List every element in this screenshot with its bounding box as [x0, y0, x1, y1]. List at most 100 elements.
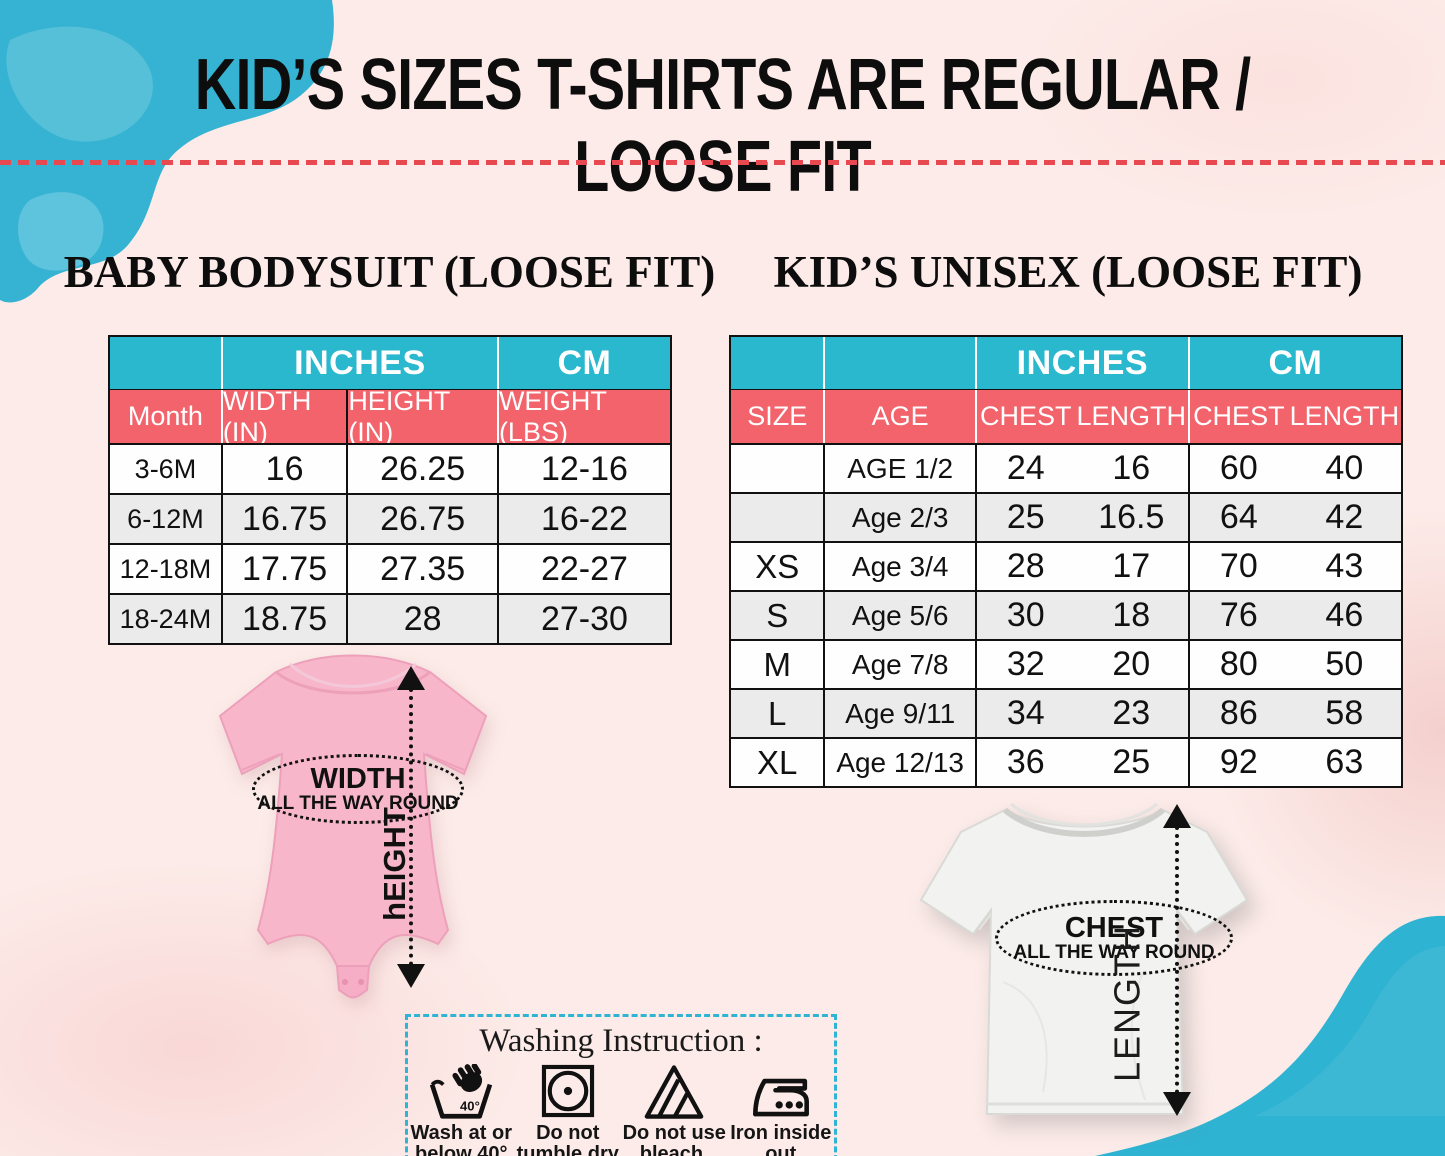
kids-col-chest-in: CHEST — [974, 390, 1075, 443]
kids-length-in-cell: 16 — [1112, 449, 1151, 487]
baby-width-cell: 18.75 — [220, 595, 346, 643]
kids-age-cell: Age 3/4 — [823, 543, 974, 590]
page-title: KID’S SIZES T-SHIRTS ARE REGULAR / LOOSE… — [194, 45, 1251, 207]
kids-chest-in-cell: 30 — [974, 592, 1075, 639]
arrow-down-icon — [397, 964, 425, 988]
kids-age-cell: Age 2/3 — [823, 494, 974, 541]
kids-age-cell: Age 7/8 — [823, 641, 974, 688]
table-row: XL Age 12/13 36 25 92 63 — [731, 737, 1401, 786]
kids-chest-in-cell: 34 — [974, 690, 1075, 737]
baby-width-cell: 17.75 — [220, 545, 346, 593]
kids-age-cell: Age 12/13 — [823, 739, 974, 786]
kids-size-cell: XS — [755, 547, 800, 585]
kids-age-cell: AGE 1/2 — [823, 445, 974, 492]
kids-size-cell: XL — [757, 743, 798, 781]
kids-col-length-cm: LENGTH — [1289, 401, 1400, 431]
arrow-up-icon — [397, 666, 425, 690]
tshirt-length-label: LENGTH — [1106, 923, 1148, 1083]
table-row: 18-24M 18.75 28 27-30 — [110, 593, 670, 643]
kids-table-inches-header: INCHES — [974, 337, 1188, 389]
washing-item-label: Iron inside out Low Temp. — [730, 1122, 832, 1156]
baby-col-month: Month — [127, 401, 203, 431]
kids-length-cm-cell: 63 — [1325, 743, 1364, 781]
kids-length-cm-cell: 43 — [1325, 547, 1364, 585]
kids-age-cell: Age 5/6 — [823, 592, 974, 639]
kids-age-cell: Age 9/11 — [823, 690, 974, 737]
kids-chest-cm-cell: 60 — [1187, 445, 1288, 492]
table-row: L Age 9/11 34 23 86 58 — [731, 688, 1401, 737]
kids-table-corner-cell-2 — [823, 337, 974, 389]
kids-size-cell: L — [768, 694, 787, 732]
arrow-down-icon — [1163, 1092, 1191, 1116]
kids-length-cm-cell: 50 — [1325, 645, 1364, 683]
kids-table-cm-header: CM — [1187, 337, 1401, 389]
kids-chest-cm-cell: 76 — [1187, 592, 1288, 639]
washing-item-handwash: 40° Wash at or below 40° — [408, 1064, 515, 1156]
baby-month-cell: 18-24M — [119, 603, 212, 634]
washing-item-label: Wash at or below 40° — [410, 1122, 513, 1156]
table-row: XS Age 3/4 28 17 70 43 — [731, 541, 1401, 590]
kids-length-cm-cell: 46 — [1325, 596, 1364, 634]
bodysuit-width-ellipse: WIDTH ALL THE WAY ROUND — [252, 754, 464, 824]
baby-weight-cell: 16-22 — [496, 495, 670, 543]
kids-chest-in-cell: 36 — [974, 739, 1075, 786]
baby-month-cell: 3-6M — [134, 453, 197, 484]
table-row: 6-12M 16.75 26.75 16-22 — [110, 493, 670, 543]
kids-length-in-cell: 18 — [1112, 596, 1151, 634]
baby-table-unit-row: INCHES CM — [110, 337, 670, 389]
kids-length-in-cell: 20 — [1112, 645, 1151, 683]
washing-item-label: Do not tumble dry — [516, 1122, 619, 1156]
kids-size-cell — [731, 494, 823, 541]
washing-item-bleach: Do not use bleach. — [621, 1064, 728, 1156]
kids-size-cell — [731, 445, 823, 492]
kids-length-cm-cell: 40 — [1325, 449, 1364, 487]
kids-chest-in-cell: 32 — [974, 641, 1075, 688]
baby-height-cell: 26.25 — [346, 445, 497, 493]
washing-instructions-title: Washing Instruction : — [479, 1023, 763, 1059]
arrow-up-icon — [1163, 804, 1191, 828]
baby-bodysuit-image — [218, 654, 488, 999]
baby-table-heading: BABY BODYSUIT (LOOSE FIT) — [63, 247, 716, 297]
washing-item-iron: Iron inside out Low Temp. — [728, 1064, 835, 1156]
washing-items: 40° Wash at or below 40° Do — [408, 1064, 834, 1156]
bodysuit-height-arrow — [409, 688, 413, 966]
baby-weight-cell: 27-30 — [496, 595, 670, 643]
kids-chest-cm-cell: 86 — [1187, 690, 1288, 737]
kids-col-length-in: LENGTH — [1076, 401, 1187, 431]
baby-width-cell: 16 — [220, 445, 346, 493]
kids-size-cell: S — [766, 596, 789, 634]
baby-table-cm-header: CM — [496, 337, 670, 389]
baby-table-column-header-row: Month WIDTH (IN) HEIGHT (IN) WEIGHT (LBS… — [110, 389, 670, 443]
kids-length-cm-cell: 42 — [1325, 498, 1364, 536]
bodysuit-width-sublabel: ALL THE WAY ROUND — [257, 793, 459, 815]
kids-size-cell: M — [763, 645, 791, 683]
baby-weight-cell: 12-16 — [496, 445, 670, 493]
handwash-40-icon: 40° — [428, 1064, 494, 1120]
kids-table-column-header-row: SIZE AGE CHEST LENGTH CHEST LENGTH — [731, 389, 1401, 443]
do-not-tumble-dry-icon — [539, 1064, 597, 1120]
baby-height-cell: 27.35 — [346, 545, 497, 593]
iron-low-temp-icon — [748, 1064, 814, 1120]
baby-height-cell: 28 — [346, 595, 497, 643]
kids-length-in-cell: 17 — [1112, 547, 1151, 585]
kids-table-heading: KID’S UNISEX (LOOSE FIT) — [773, 247, 1363, 297]
svg-text:40°: 40° — [460, 1099, 480, 1114]
kids-table-corner-cell — [731, 337, 823, 389]
table-row: 12-18M 17.75 27.35 22-27 — [110, 543, 670, 593]
table-row: S Age 5/6 30 18 76 46 — [731, 590, 1401, 639]
kids-col-chest-cm: CHEST — [1187, 390, 1288, 443]
baby-month-cell: 12-18M — [119, 553, 212, 584]
baby-col-weight: WEIGHT (LBS) — [496, 390, 670, 443]
washing-item-label: Do not use bleach. — [622, 1122, 726, 1156]
kids-length-cm-cell: 58 — [1325, 694, 1364, 732]
kids-chest-cm-cell: 70 — [1187, 543, 1288, 590]
kids-chest-cm-cell: 92 — [1187, 739, 1288, 786]
table-row: 3-6M 16 26.25 12-16 — [110, 443, 670, 493]
baby-width-cell: 16.75 — [220, 495, 346, 543]
tshirt-chest-sublabel: ALL THE WAY ROUND — [1013, 942, 1215, 964]
tshirt-length-arrow — [1175, 826, 1179, 1094]
kids-length-in-cell: 25 — [1112, 743, 1151, 781]
kids-length-in-cell: 23 — [1112, 694, 1151, 732]
washing-item-tumble-dry: Do not tumble dry — [515, 1064, 622, 1156]
tshirt-chest-ellipse: CHEST ALL THE WAY ROUND — [995, 900, 1233, 976]
